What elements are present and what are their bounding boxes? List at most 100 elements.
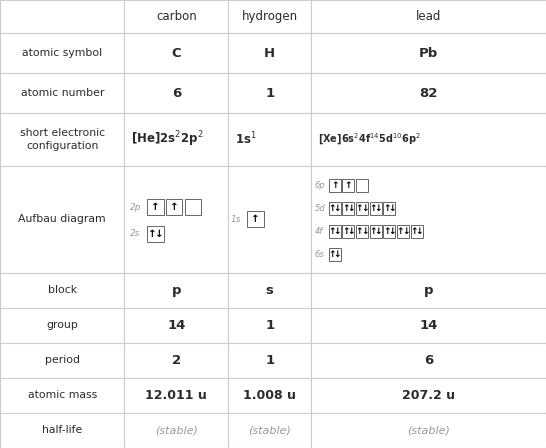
Bar <box>0 166 124 273</box>
Text: 1s: 1s <box>231 215 241 224</box>
Bar <box>124 0 228 33</box>
Text: 1.008 u: 1.008 u <box>244 389 296 402</box>
Text: ↑: ↑ <box>328 204 336 213</box>
Bar <box>124 378 228 413</box>
Bar <box>0 73 124 113</box>
Bar <box>228 166 311 273</box>
Text: 6: 6 <box>172 86 181 99</box>
Text: ↑: ↑ <box>170 202 179 212</box>
Bar <box>329 248 341 261</box>
Text: ↑: ↑ <box>328 250 336 259</box>
Text: (stable): (stable) <box>155 426 198 435</box>
Bar <box>311 273 546 308</box>
Text: atomic number: atomic number <box>21 88 104 98</box>
Text: half-life: half-life <box>42 426 82 435</box>
Bar <box>147 226 164 242</box>
Text: atomic symbol: atomic symbol <box>22 48 102 58</box>
Bar <box>370 225 382 238</box>
Text: ↓: ↓ <box>347 227 355 236</box>
Text: 6: 6 <box>424 354 433 367</box>
Text: ↑: ↑ <box>410 227 418 236</box>
Bar <box>147 199 164 215</box>
Bar <box>228 378 311 413</box>
Text: ↓: ↓ <box>347 204 355 213</box>
Text: Pb: Pb <box>419 47 438 60</box>
Text: ↓: ↓ <box>334 227 341 236</box>
Text: ↑: ↑ <box>345 181 352 190</box>
Text: block: block <box>48 285 77 295</box>
Text: short electronic
configuration: short electronic configuration <box>20 128 105 151</box>
Text: ↓: ↓ <box>402 227 410 236</box>
Bar <box>383 202 395 215</box>
Text: ↓: ↓ <box>388 204 396 213</box>
Bar <box>329 225 341 238</box>
Bar <box>124 413 228 448</box>
Text: ↓: ↓ <box>375 204 382 213</box>
Text: ↑: ↑ <box>151 202 160 212</box>
Text: ↑: ↑ <box>147 229 156 239</box>
Bar <box>311 33 546 73</box>
Text: ↑: ↑ <box>396 227 404 236</box>
Text: ↓: ↓ <box>416 227 423 236</box>
Bar <box>311 308 546 343</box>
Bar <box>228 308 311 343</box>
Text: 2s: 2s <box>130 229 140 238</box>
Bar <box>311 73 546 113</box>
Text: p: p <box>424 284 434 297</box>
Text: ↓: ↓ <box>334 250 341 259</box>
Text: carbon: carbon <box>156 10 197 23</box>
Text: 5d: 5d <box>314 204 325 213</box>
Text: ↑: ↑ <box>369 227 377 236</box>
Text: ↑: ↑ <box>328 227 336 236</box>
Text: 2p: 2p <box>130 202 141 211</box>
Bar <box>0 413 124 448</box>
Text: 6s: 6s <box>314 250 324 259</box>
Bar <box>411 225 423 238</box>
Text: ↓: ↓ <box>388 227 396 236</box>
Text: 4f: 4f <box>314 227 323 236</box>
Bar <box>342 202 354 215</box>
Text: ↑: ↑ <box>355 227 363 236</box>
Bar <box>124 343 228 378</box>
Bar <box>0 273 124 308</box>
Bar <box>356 179 368 192</box>
Bar <box>0 113 124 166</box>
Bar <box>0 343 124 378</box>
Bar <box>342 179 354 192</box>
Bar <box>311 413 546 448</box>
Text: 1s$^1$: 1s$^1$ <box>235 131 257 147</box>
Text: Aufbau diagram: Aufbau diagram <box>19 214 106 224</box>
Text: H: H <box>264 47 275 60</box>
Text: ↑: ↑ <box>331 181 339 190</box>
Bar <box>124 273 228 308</box>
Text: p: p <box>171 284 181 297</box>
Text: s: s <box>266 284 274 297</box>
Text: 14: 14 <box>419 319 438 332</box>
Bar <box>356 225 368 238</box>
Text: (stable): (stable) <box>248 426 291 435</box>
Bar <box>228 343 311 378</box>
Text: 14: 14 <box>167 319 186 332</box>
Bar <box>356 202 368 215</box>
Bar <box>228 413 311 448</box>
Bar <box>329 179 341 192</box>
Text: ↑: ↑ <box>369 204 377 213</box>
Text: ↓: ↓ <box>155 229 164 239</box>
Bar <box>329 202 341 215</box>
Text: atomic mass: atomic mass <box>28 390 97 401</box>
Bar <box>124 33 228 73</box>
Text: 1: 1 <box>265 354 274 367</box>
Text: [Xe]6s$^2$4f$^{14}$5d$^{10}$6p$^2$: [Xe]6s$^2$4f$^{14}$5d$^{10}$6p$^2$ <box>318 132 420 147</box>
Text: ↓: ↓ <box>361 204 369 213</box>
Text: period: period <box>45 355 80 366</box>
Text: [He]2s$^2$2p$^2$: [He]2s$^2$2p$^2$ <box>131 129 204 149</box>
Bar <box>311 113 546 166</box>
Bar <box>228 113 311 166</box>
Text: 2: 2 <box>172 354 181 367</box>
Text: lead: lead <box>416 10 441 23</box>
Bar <box>247 211 264 227</box>
Bar <box>185 199 201 215</box>
Text: ↑: ↑ <box>355 204 363 213</box>
Text: group: group <box>46 320 78 330</box>
Text: ↑: ↑ <box>251 214 260 224</box>
